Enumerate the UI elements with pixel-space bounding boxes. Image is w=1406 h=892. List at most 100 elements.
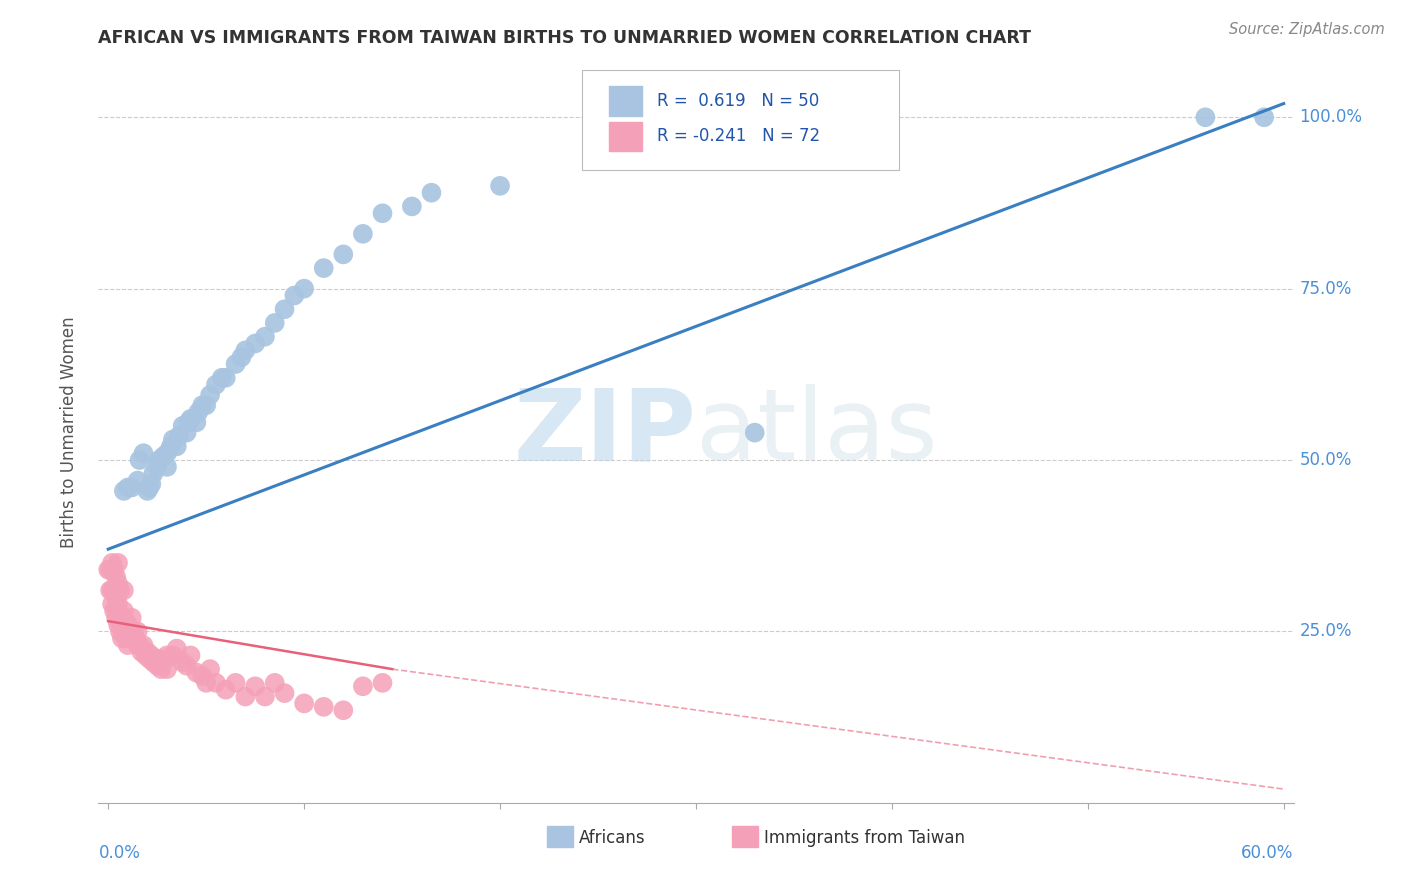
Point [112,483,135,498]
Text: 50.0%: 50.0% [1299,451,1353,469]
Point [198,662,221,676]
Point [177,415,200,429]
Point [115,614,138,628]
Point [117,638,139,652]
Point [263,316,285,330]
Point [225,676,247,690]
Point [312,261,335,276]
Point [138,480,160,494]
Text: R =  0.619   N = 50: R = 0.619 N = 50 [657,92,818,110]
Point [225,357,247,371]
Text: Africans: Africans [579,829,645,847]
Point [107,617,129,632]
Point [176,658,198,673]
Point [156,446,179,460]
Point [231,350,253,364]
Point [166,641,188,656]
Point [273,302,295,317]
Point [371,676,394,690]
Point [235,690,257,704]
Text: 25.0%: 25.0% [1299,623,1353,640]
Point [131,645,153,659]
Point [98,563,121,577]
Point [195,676,218,690]
Point [332,703,354,717]
Point [352,679,374,693]
Point [111,610,134,624]
Point [187,405,209,419]
Point [332,247,354,261]
Point [136,483,159,498]
Point [152,450,174,464]
Point [253,329,276,343]
Point [156,662,179,676]
Bar [547,827,572,847]
Point [127,624,149,639]
Point [103,604,125,618]
Point [112,583,135,598]
Point [253,690,276,704]
Text: Source: ZipAtlas.com: Source: ZipAtlas.com [1229,22,1385,37]
Point [215,682,238,697]
Point [124,632,146,646]
Point [283,288,305,302]
Point [101,556,124,570]
Point [152,655,174,669]
Point [127,638,149,652]
Point [191,398,214,412]
Point [115,632,138,646]
Point [132,638,155,652]
Text: Immigrants from Taiwan: Immigrants from Taiwan [763,829,965,847]
Point [150,662,173,676]
Point [112,604,135,618]
Point [118,624,141,639]
Text: atlas: atlas [696,384,938,481]
Point [121,632,143,646]
Bar [609,121,643,152]
Point [117,480,139,494]
Point [117,617,139,632]
Point [108,624,131,639]
Point [191,669,214,683]
Point [176,425,198,440]
Point [108,583,131,598]
Point [127,474,149,488]
Point [122,624,145,639]
FancyBboxPatch shape [582,70,900,169]
Point [186,665,208,680]
Point [1194,110,1216,124]
Point [103,583,125,598]
Point [128,638,150,652]
Point [98,583,121,598]
Point [107,556,129,570]
Point [205,377,228,392]
Point [198,388,221,402]
Point [243,679,266,693]
Point [235,343,257,358]
Point [141,648,163,663]
Point [107,576,129,591]
Text: 60.0%: 60.0% [1241,844,1294,862]
Bar [609,87,643,116]
Point [143,652,166,666]
Text: 0.0%: 0.0% [98,844,141,862]
Bar [733,827,758,847]
Point [312,699,335,714]
Point [352,227,374,241]
Point [167,429,190,443]
Point [166,439,188,453]
Point [263,676,285,690]
Point [132,446,155,460]
Point [172,655,194,669]
Point [179,412,201,426]
Point [134,648,156,663]
Point [103,563,125,577]
Point [146,658,169,673]
Point [138,652,160,666]
Point [292,697,315,711]
Point [101,597,124,611]
Point [142,655,165,669]
Point [1253,110,1275,124]
Point [148,453,170,467]
Text: 100.0%: 100.0% [1299,108,1362,127]
